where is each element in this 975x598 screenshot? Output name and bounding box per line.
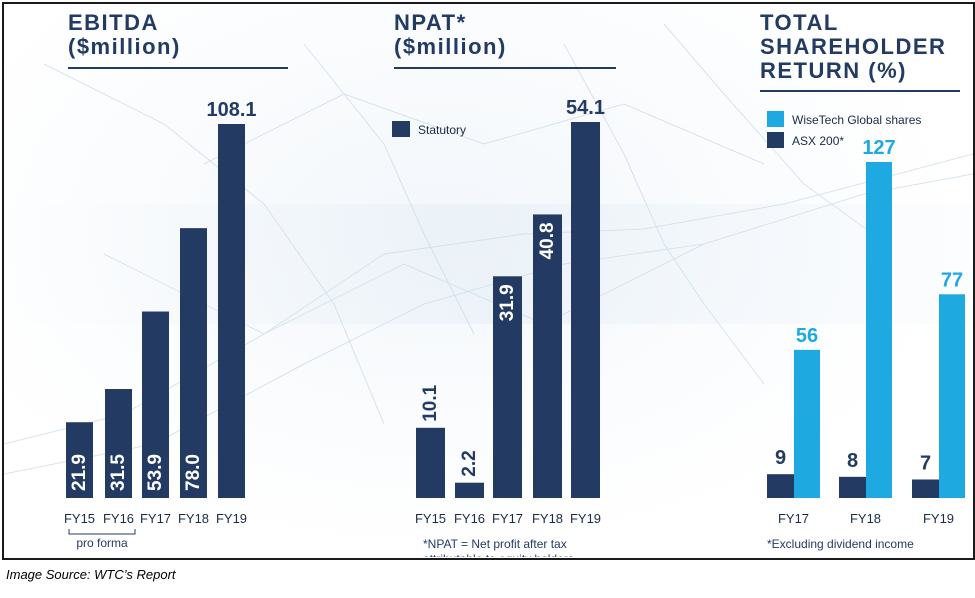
ebitda-chart: 21.9 FY15 31.5 FY16 53.9 FY17 78.0 FY18 108.1 FY1… — [64, 99, 257, 550]
npat-value-label-fy19: 54.1 — [566, 97, 605, 119]
npat-x-tick-fy17: FY17 — [492, 511, 523, 526]
npat-bar-fy15 — [416, 427, 445, 498]
tsr-bar-asx200-fy18 — [839, 476, 866, 498]
npat-bar-fy17 — [493, 276, 522, 498]
tsr-x-tick-fy18: FY18 — [850, 511, 881, 526]
npat-x-tick-fy19: FY19 — [570, 511, 601, 526]
npat-value-label-fy17: 31.9 — [497, 284, 518, 321]
npat-title: NPAT* ($million) — [394, 10, 507, 59]
npat-x-tick-fy18: FY18 — [532, 511, 563, 526]
npat-bar-fy18 — [533, 214, 562, 499]
ebitda-title-rule — [68, 67, 288, 69]
ebitda-bar-fy17 — [142, 311, 169, 498]
npat-value-label-fy16: 2.2 — [459, 450, 480, 476]
image-source-caption: Image Source: WTC’s Report — [6, 567, 176, 582]
ebitda-x-tick-fy19: FY19 — [216, 511, 247, 526]
tsr-legend-swatch-asx200 — [767, 132, 784, 148]
npat-title-rule — [394, 67, 616, 69]
tsr-legend-label-asx200: ASX 200* — [792, 134, 844, 148]
background-haze — [4, 204, 973, 324]
tsr-x-tick-fy19: FY19 — [923, 511, 954, 526]
ebitda-bar-fy16 — [105, 389, 132, 498]
tsr-value-label-wisetech-fy17: 56 — [796, 325, 818, 347]
ebitda-x-tick-fy16: FY16 — [103, 511, 134, 526]
npat-footnote: *NPAT = Net profit after tax attributabl… — [423, 537, 574, 557]
ebitda-bar-fy15 — [66, 422, 93, 498]
ebitda-value-label-fy18: 78.0 — [183, 454, 204, 491]
tsr-value-label-asx200-fy18: 8 — [847, 450, 858, 472]
tsr-title: TOTAL SHAREHOLDER RETURN (%) — [760, 10, 947, 83]
npat-x-tick-fy15: FY15 — [415, 511, 446, 526]
npat-chart: 10.1 FY15 2.2 FY16 31.9 FY17 40.8 FY18 54.1 FY19 S… — [392, 97, 605, 526]
npat-value-label-fy15: 10.1 — [420, 384, 441, 421]
tsr-bar-asx200-fy19 — [912, 479, 939, 498]
ebitda-value-label-fy17: 53.9 — [145, 454, 166, 491]
charts-canvas: 21.9 FY15 31.5 FY16 53.9 FY17 78.0 FY18 108.1 FY1… — [4, 23, 973, 550]
npat-legend-swatch-statutory — [392, 121, 410, 137]
tsr-footnote: *Excluding dividend income — [767, 537, 914, 551]
tsr-value-label-asx200-fy17: 9 — [775, 447, 786, 469]
pro-forma-bracket — [68, 529, 136, 535]
npat-legend-label-statutory: Statutory — [418, 123, 466, 137]
tsr-value-label-wisetech-fy18: 127 — [862, 137, 895, 159]
tsr-value-label-wisetech-fy19: 77 — [941, 269, 963, 291]
ebitda-value-label-fy15: 21.9 — [69, 454, 90, 491]
tsr-legend-label-wisetech: WiseTech Global shares — [792, 113, 921, 127]
ebitda-value-label-fy16: 31.5 — [108, 454, 129, 491]
tsr-bar-asx200-fy17 — [767, 474, 794, 498]
tsr-title-rule — [760, 90, 960, 92]
npat-bar-fy16 — [455, 482, 484, 498]
tsr-bar-wisetech-fy18 — [866, 162, 892, 498]
ebitda-bar-fy19 — [218, 124, 245, 498]
tsr-value-label-asx200-fy19: 7 — [920, 452, 931, 474]
tsr-bar-wisetech-fy17 — [794, 349, 820, 498]
npat-bar-fy19 — [571, 122, 600, 498]
tsr-x-tick-fy17: FY17 — [778, 511, 809, 526]
ebitda-x-tick-fy18: FY18 — [178, 511, 209, 526]
pro-forma-label: pro forma — [76, 536, 128, 550]
npat-x-tick-fy16: FY16 — [454, 511, 485, 526]
ebitda-value-label-fy19: 108.1 — [206, 99, 256, 121]
npat-value-label-fy18: 40.8 — [537, 222, 558, 259]
ebitda-title: EBITDA ($million) — [68, 10, 181, 59]
chart-frame: 21.9 FY15 31.5 FY16 53.9 FY17 78.0 FY18 108.1 FY1… — [2, 2, 975, 560]
ebitda-bar-fy18 — [180, 228, 207, 498]
ebitda-x-tick-fy15: FY15 — [64, 511, 95, 526]
tsr-legend-swatch-wisetech — [767, 111, 784, 127]
tsr-bar-wisetech-fy19 — [939, 294, 965, 498]
ebitda-x-tick-fy17: FY17 — [140, 511, 171, 526]
